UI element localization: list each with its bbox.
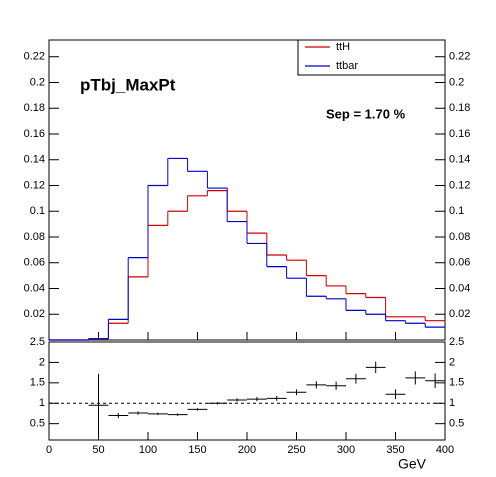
- x-tick-label: 250: [287, 444, 305, 456]
- x-tick-label: 400: [436, 444, 454, 456]
- y2-tick-label: 0.2: [449, 76, 464, 88]
- y-tick-label: 0.18: [24, 102, 45, 114]
- y2-tick-label: 0.1: [449, 205, 464, 217]
- y-tick-label: 0.12: [24, 179, 45, 191]
- chart-title: pTbj_MaxPt: [80, 75, 176, 94]
- y-tick-label: 0.08: [24, 231, 45, 243]
- x-axis-label: GeV: [398, 456, 427, 472]
- y2-tick-label: 0.22: [449, 51, 470, 63]
- y2-tick-label: 0.06: [449, 257, 470, 269]
- y-tick-label: 0.06: [24, 257, 45, 269]
- y2-tick-label: 0.16: [449, 128, 470, 140]
- x-tick-label: 300: [337, 444, 355, 456]
- y-tick-label: 0.04: [24, 282, 45, 294]
- x-tick-label: 150: [188, 444, 206, 456]
- y-tick-label: 2.5: [30, 336, 45, 348]
- y2-tick-label: 1: [449, 397, 455, 409]
- y2-tick-label: 2: [449, 356, 455, 368]
- legend-label: ttbar: [336, 60, 358, 72]
- legend-label: ttH: [336, 41, 350, 53]
- y2-tick-label: 0.12: [449, 179, 470, 191]
- y-tick-label: 0.14: [24, 154, 45, 166]
- y-tick-label: 2: [39, 356, 45, 368]
- y-tick-label: 0.22: [24, 51, 45, 63]
- y-tick-label: 0.1: [30, 205, 45, 217]
- y2-tick-label: 0.02: [449, 308, 470, 320]
- y2-tick-label: 0.14: [449, 154, 470, 166]
- y-tick-label: 1.5: [30, 377, 45, 389]
- y2-tick-label: 0.08: [449, 231, 470, 243]
- legend-box: [297, 39, 446, 76]
- y2-tick-label: 2.5: [449, 336, 464, 348]
- x-tick-label: 200: [238, 444, 256, 456]
- y-tick-label: 0.16: [24, 128, 45, 140]
- y-tick-label: 0.02: [24, 308, 45, 320]
- y2-tick-label: 0.5: [449, 418, 464, 430]
- y2-tick-label: 0.18: [449, 102, 470, 114]
- x-tick-label: 350: [386, 444, 404, 456]
- y-tick-label: 0.2: [30, 76, 45, 88]
- y2-tick-label: 0.04: [449, 282, 470, 294]
- y-tick-label: 0.5: [30, 418, 45, 430]
- annotation: Sep = 1.70 %: [326, 106, 406, 121]
- x-tick-label: 50: [92, 444, 104, 456]
- x-tick-label: 100: [139, 444, 157, 456]
- y2-tick-label: 1.5: [449, 377, 464, 389]
- y-tick-label: 1: [39, 397, 45, 409]
- x-tick-label: 0: [46, 444, 52, 456]
